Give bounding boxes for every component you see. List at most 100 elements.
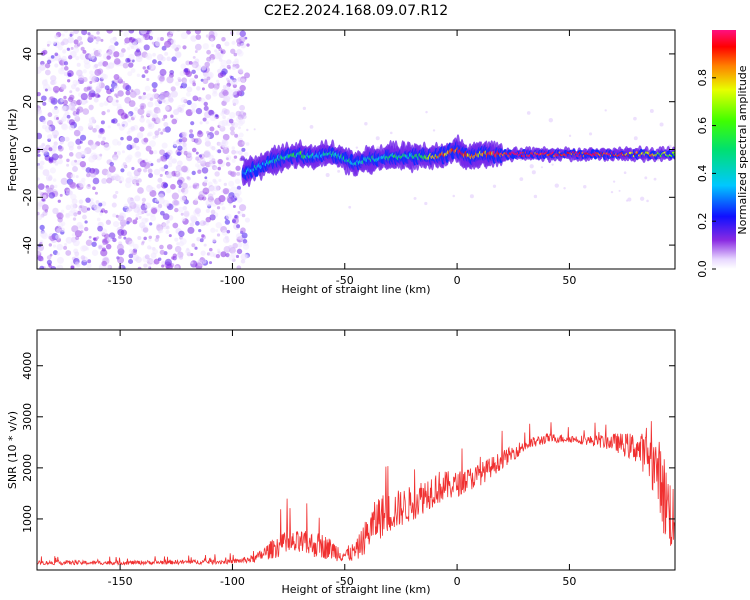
noise-speck: [94, 93, 100, 99]
noise-speck: [159, 182, 163, 186]
noise-speck: [62, 49, 67, 54]
snr-panel: -150 -100 -50 0 50 1000 2000 3000 4000 Height of…: [6, 329, 676, 596]
noise-speck: [137, 108, 145, 116]
noise-speck: [112, 194, 118, 199]
snr-frame: [36, 329, 676, 571]
noise-speck: [226, 59, 232, 65]
noise-speck: [54, 52, 59, 57]
noise-speck: [65, 213, 71, 219]
noise-speck: [139, 117, 145, 123]
noise-speck: [37, 214, 43, 221]
noise-speck: [68, 152, 74, 157]
noise-speck: [201, 167, 209, 174]
noise-speck: [125, 90, 131, 96]
noise-speck: [214, 52, 222, 60]
noise-speck: [186, 176, 190, 180]
noise-speck: [147, 168, 153, 174]
noise-speck: [177, 77, 182, 81]
noise-speck: [236, 196, 243, 203]
noise-speck: [100, 249, 108, 257]
noise-speck: [155, 234, 160, 239]
noise-speck: [86, 172, 91, 178]
noise-speck: [222, 236, 230, 244]
noise-speck: [83, 150, 87, 154]
noise-speck: [101, 110, 106, 116]
noise-speck: [92, 186, 96, 191]
noise-speck: [135, 145, 140, 151]
y-tick-label: 20: [21, 95, 34, 109]
noise-speck: [233, 52, 238, 57]
noise-speck: [149, 150, 154, 155]
noise-speck: [159, 92, 167, 100]
noise-speck: [170, 183, 176, 190]
y-tick-label: -40: [21, 236, 34, 254]
noise-speck: [413, 196, 417, 200]
noise-speck: [186, 30, 191, 35]
noise-speck: [42, 101, 47, 106]
noise-speck: [75, 55, 80, 61]
noise-speck: [151, 117, 156, 122]
noise-speck: [125, 57, 131, 63]
noise-speck: [97, 53, 102, 58]
noise-speck: [245, 142, 250, 146]
noise-speck: [50, 265, 57, 269]
noise-speck: [201, 65, 207, 71]
noise-speck: [189, 129, 193, 134]
noise-speck: [233, 192, 240, 199]
noise-speck: [68, 55, 73, 60]
noise-speck: [112, 237, 117, 243]
noise-speck: [117, 176, 125, 183]
noise-speck: [45, 187, 52, 193]
noise-speck: [111, 202, 117, 208]
noise-speck: [170, 38, 176, 45]
noise-speck: [646, 199, 649, 203]
noise-speck: [128, 240, 135, 247]
noise-speck: [109, 88, 115, 93]
noise-speck: [221, 229, 228, 236]
noise-speck: [232, 98, 239, 106]
noise-speck: [126, 144, 133, 151]
noise-speck: [209, 126, 215, 132]
noise-speck: [50, 145, 58, 152]
noise-speck: [77, 210, 82, 215]
noise-speck: [57, 45, 63, 51]
noise-speck: [54, 162, 59, 167]
noise-speck: [218, 178, 222, 183]
noise-speck: [228, 180, 235, 187]
noise-speck: [37, 107, 42, 114]
noise-speck: [111, 80, 115, 84]
noise-speck: [59, 136, 65, 142]
noise-speck: [178, 230, 185, 237]
noise-speck: [186, 86, 193, 93]
noise-speck: [65, 189, 72, 195]
noise-speck: [192, 147, 197, 153]
noise-speck: [180, 32, 188, 40]
noise-speck: [199, 238, 204, 243]
noise-speck: [63, 61, 69, 66]
noise-speck: [222, 89, 229, 97]
noise-speck: [90, 143, 97, 150]
noise-speck: [117, 214, 124, 222]
noise-speck: [187, 226, 195, 234]
noise-speck: [102, 60, 109, 67]
noise-speck: [205, 34, 210, 38]
noise-speck: [209, 261, 213, 265]
noise-speck: [63, 113, 68, 119]
noise-speck: [176, 179, 183, 186]
spectrogram-y-label: Frequency (Hz): [6, 109, 19, 192]
snr-ticks: -150 -100 -50 0 50 1000 2000 3000 4000: [21, 330, 675, 588]
noise-speck: [74, 251, 80, 257]
noise-speck: [87, 183, 91, 187]
noise-speck: [79, 53, 86, 60]
noise-speck: [149, 30, 154, 35]
noise-speck: [244, 151, 249, 157]
x-tick-label: -50: [336, 575, 354, 588]
noise-speck: [199, 220, 206, 227]
noise-speck: [195, 34, 202, 40]
noise-speck: [116, 103, 122, 109]
noise-speck: [59, 59, 64, 65]
noise-speck: [136, 132, 144, 139]
noise-speck: [154, 237, 160, 243]
noise-speck: [149, 189, 157, 197]
